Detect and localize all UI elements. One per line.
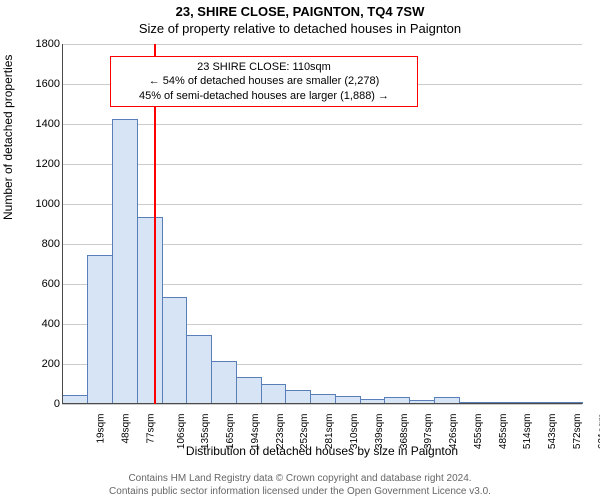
y-tick-label: 1200 bbox=[20, 158, 60, 170]
y-tick-label: 1600 bbox=[20, 78, 60, 90]
property-info-box: 23 SHIRE CLOSE: 110sqm← 54% of detached … bbox=[110, 56, 418, 107]
info-box-line: 23 SHIRE CLOSE: 110sqm bbox=[119, 60, 409, 74]
histogram-bar bbox=[261, 384, 287, 404]
attribution-footer: Contains HM Land Registry data © Crown c… bbox=[0, 473, 600, 498]
y-tick-label: 200 bbox=[20, 358, 60, 370]
x-tick-label: 77sqm bbox=[145, 414, 156, 444]
x-axis-line bbox=[62, 403, 582, 404]
gridline bbox=[62, 164, 582, 165]
y-tick-label: 1000 bbox=[20, 198, 60, 210]
y-axis-label: Number of detached properties bbox=[1, 55, 15, 220]
gridline bbox=[62, 124, 582, 125]
footer-line-1: Contains HM Land Registry data © Crown c… bbox=[0, 473, 600, 486]
y-axis-line bbox=[62, 44, 63, 404]
y-tick-label: 600 bbox=[20, 278, 60, 290]
gridline bbox=[62, 204, 582, 205]
histogram-bar bbox=[162, 297, 188, 404]
gridline bbox=[62, 44, 582, 45]
info-box-line: 45% of semi-detached houses are larger (… bbox=[119, 89, 409, 103]
y-tick-label: 400 bbox=[20, 318, 60, 330]
subtitle: Size of property relative to detached ho… bbox=[0, 19, 600, 36]
histogram-bar bbox=[211, 361, 237, 404]
histogram-bar bbox=[186, 335, 212, 404]
y-tick-label: 0 bbox=[20, 398, 60, 410]
info-box-line: ← 54% of detached houses are smaller (2,… bbox=[119, 74, 409, 88]
histogram-bar bbox=[87, 255, 113, 404]
histogram-bar bbox=[285, 390, 311, 404]
histogram-bar bbox=[112, 119, 138, 404]
address-title: 23, SHIRE CLOSE, PAIGNTON, TQ4 7SW bbox=[0, 0, 600, 19]
x-tick-label: 19sqm bbox=[96, 414, 107, 444]
y-tick-label: 1400 bbox=[20, 118, 60, 130]
y-tick-label: 800 bbox=[20, 238, 60, 250]
x-axis-label: Distribution of detached houses by size … bbox=[62, 444, 582, 458]
histogram-bar bbox=[137, 217, 163, 404]
gridline bbox=[62, 404, 582, 405]
y-tick-label: 1800 bbox=[20, 38, 60, 50]
chart-container: 23, SHIRE CLOSE, PAIGNTON, TQ4 7SW Size … bbox=[0, 0, 600, 500]
plot-area: 02004006008001000120014001600180019sqm48… bbox=[62, 44, 582, 404]
footer-line-2: Contains public sector information licen… bbox=[0, 486, 600, 499]
histogram-bar bbox=[236, 377, 262, 404]
x-tick-label: 48sqm bbox=[121, 414, 132, 444]
